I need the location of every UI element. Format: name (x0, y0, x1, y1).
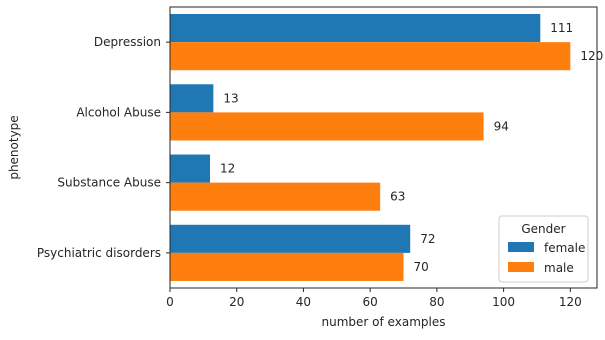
data-label-male-3: 70 (414, 260, 429, 274)
x-tick-label-4: 80 (429, 295, 444, 309)
bar-female-2 (170, 154, 211, 183)
legend-label-male: male (544, 261, 574, 275)
data-label-female-3: 72 (420, 232, 435, 246)
legend-swatch-female (508, 242, 534, 252)
y-tick-label-1: Alcohol Abuse (76, 105, 161, 119)
data-label-male-2: 63 (390, 190, 405, 204)
bar-male-0 (170, 42, 571, 71)
bar-female-0 (170, 14, 541, 43)
bar-male-3 (170, 252, 404, 281)
x-tick-label-6: 120 (559, 295, 582, 309)
data-label-male-0: 120 (580, 49, 603, 63)
legend-label-female: female (544, 241, 585, 255)
legend: Gender female male (498, 215, 589, 283)
y-tick-label-2: Substance Abuse (57, 176, 161, 190)
x-axis-title: number of examples (322, 315, 446, 329)
legend-swatch-male (508, 262, 534, 272)
x-tick-label-2: 40 (296, 295, 311, 309)
x-tick-label-5: 100 (492, 295, 515, 309)
y-ticks-layer: Depression Alcohol Abuse Substance Abuse Ps… (37, 35, 170, 260)
bar-male-2 (170, 182, 381, 211)
data-label-male-1: 94 (494, 119, 509, 133)
legend-title: Gender (521, 222, 565, 236)
bar-female-3 (170, 224, 411, 253)
y-tick-label-0: Depression (94, 35, 161, 49)
bar-female-1 (170, 84, 214, 113)
data-label-female-1: 13 (223, 91, 238, 105)
x-tick-label-0: 0 (166, 295, 174, 309)
plot-frame (169, 6, 598, 289)
bars-layer (170, 14, 571, 281)
data-label-female-0: 111 (550, 21, 573, 35)
x-ticks-layer: 0 20 40 60 80 100 120 (166, 288, 582, 309)
bar-male-1 (170, 112, 484, 141)
legend-items: female male (508, 241, 585, 275)
data-label-female-2: 12 (220, 162, 235, 176)
y-tick-label-3: Psychiatric disorders (37, 246, 161, 260)
x-tick-label-3: 60 (363, 295, 378, 309)
y-axis-title: phenotype (7, 115, 21, 179)
x-tick-label-1: 20 (229, 295, 244, 309)
